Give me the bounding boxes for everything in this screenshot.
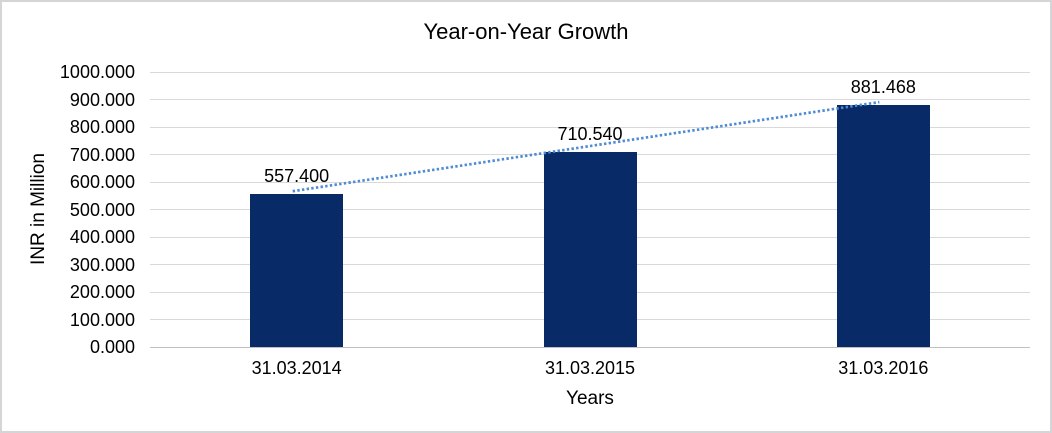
y-tick-label: 700.000 bbox=[69, 144, 135, 165]
chart-title: Year-on-Year Growth bbox=[423, 19, 629, 44]
x-tick-label: 31.03.2015 bbox=[544, 358, 636, 378]
bar-value-label: 881.468 bbox=[850, 76, 916, 97]
y-tick-label: 800.000 bbox=[69, 117, 135, 137]
bar bbox=[250, 193, 344, 347]
bar bbox=[836, 104, 930, 347]
y-tick-label: 1000.000 bbox=[59, 62, 135, 82]
x-axis-line bbox=[150, 346, 1030, 348]
x-tick-label: 31.03.2016 bbox=[838, 358, 929, 378]
bar bbox=[543, 151, 637, 347]
y-tick-label: 0.000 bbox=[89, 337, 135, 357]
x-tick-label: 31.03.2014 bbox=[251, 358, 342, 378]
y-tick-label: 100.000 bbox=[69, 309, 135, 330]
y-tick-label: 200.000 bbox=[69, 282, 135, 302]
y-tick-label: 400.000 bbox=[69, 227, 135, 247]
x-axis-title: Years bbox=[566, 388, 614, 409]
bar-value-label: 710.540 bbox=[557, 123, 623, 144]
gridline bbox=[150, 71, 1030, 73]
y-tick-label: 600.000 bbox=[69, 172, 135, 192]
y-tick-label: 500.000 bbox=[69, 199, 135, 220]
bar-value-label: 557.400 bbox=[264, 165, 330, 186]
gridline bbox=[150, 99, 1030, 100]
y-tick-label: 900.000 bbox=[69, 89, 135, 110]
y-tick-label: 300.000 bbox=[69, 254, 135, 275]
